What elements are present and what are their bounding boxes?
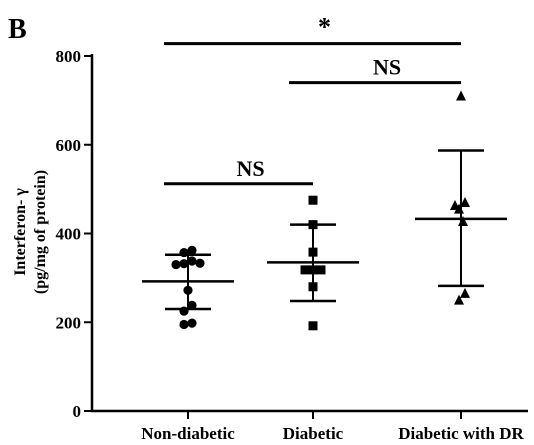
data-point-circle	[195, 258, 205, 268]
y-axis-label-line2: (pg/mg of protein)	[32, 170, 49, 294]
data-point-square	[308, 220, 318, 230]
axes: 0 200 400 600 800 Non-diabetic Diabetic Diabeti…	[56, 47, 528, 443]
significance-annotations: * NS NS	[164, 13, 461, 186]
data-point-circle	[179, 319, 189, 330]
data-point-triangle	[460, 287, 470, 298]
data-point-circle	[179, 247, 189, 258]
data-point-square	[308, 265, 318, 275]
data-point-triangle	[456, 90, 466, 101]
data-point-square	[308, 321, 318, 331]
data-point-square	[308, 195, 318, 205]
data-point-square	[308, 282, 318, 292]
data-point-square	[300, 265, 310, 275]
data-point-circle	[187, 245, 197, 255]
data-point-circle	[187, 300, 197, 310]
panel-label: B	[8, 14, 27, 45]
data-point-circle	[179, 306, 189, 316]
data-point-triangle	[460, 196, 470, 207]
x-tick-label: Diabetic with DR	[398, 424, 524, 443]
significance-label: NS	[373, 55, 401, 80]
x-tick-label: Diabetic	[283, 424, 344, 443]
data-points	[171, 90, 470, 331]
data-point-square	[316, 265, 326, 275]
y-axis-label: Interferon- γ (pg/mg of protein)	[12, 170, 49, 294]
y-tick-label: 0	[73, 402, 82, 421]
y-tick-label: 400	[56, 225, 82, 244]
data-point-triangle	[458, 216, 468, 227]
data-point-circle	[179, 259, 189, 269]
significance-label: NS	[236, 156, 264, 181]
data-point-square	[308, 247, 318, 257]
y-axis-label-line1: Interferon- γ	[12, 188, 29, 276]
data-point-circle	[187, 318, 197, 328]
error-bars	[142, 149, 507, 311]
y-tick-label: 600	[56, 136, 82, 155]
y-tick-label: 800	[56, 47, 82, 66]
x-tick-label: Non-diabetic	[141, 424, 235, 443]
y-tick-label: 200	[56, 313, 82, 332]
data-point-triangle	[454, 294, 464, 305]
data-point-circle	[187, 256, 197, 266]
significance-label: *	[318, 13, 331, 42]
data-point-triangle	[454, 203, 464, 214]
data-point-circle	[171, 259, 181, 270]
data-point-circle	[183, 285, 193, 295]
